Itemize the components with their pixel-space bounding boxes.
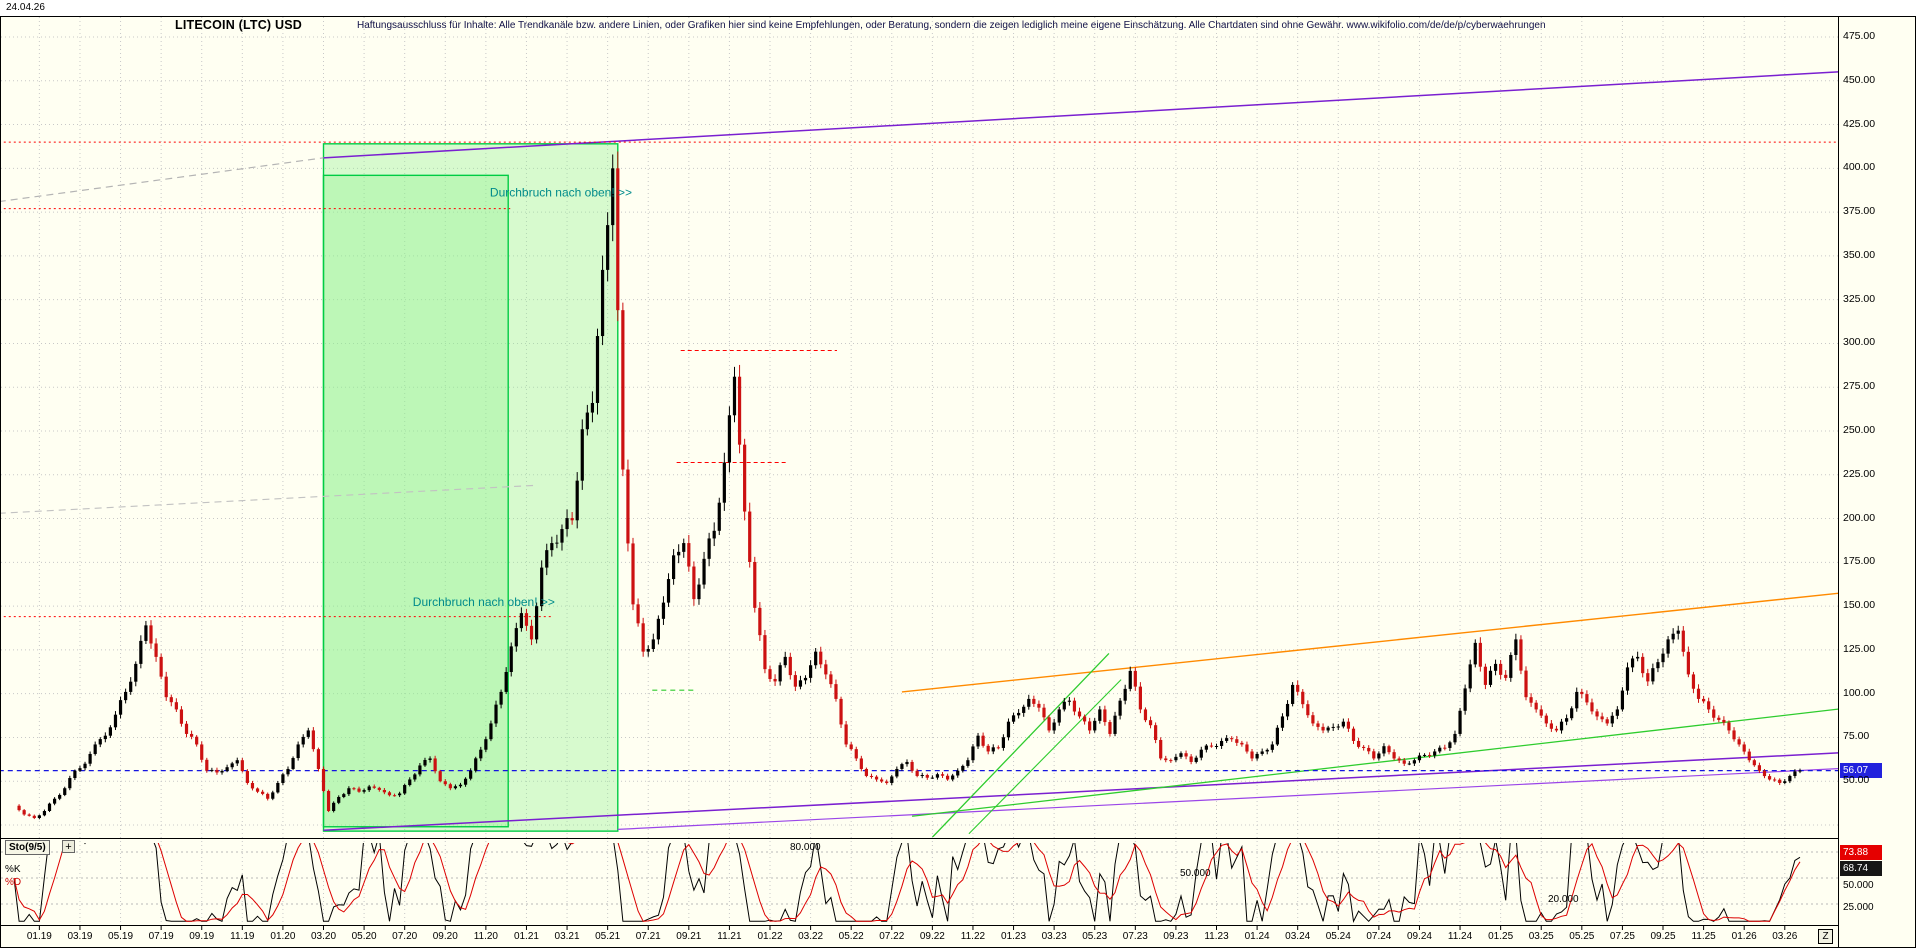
- price-axis-label: 375.00: [1843, 205, 1876, 218]
- time-axis-label: 01.20: [270, 931, 296, 942]
- current-price-badge: 56.07: [1840, 763, 1882, 778]
- stoch-d-badge: 68.74: [1840, 861, 1882, 876]
- time-axis-label: 11.20: [473, 931, 498, 942]
- price-axis-label: 300.00: [1843, 336, 1876, 349]
- time-axis-label: 03.23: [1041, 931, 1067, 942]
- price-axis-label: 450.00: [1843, 73, 1876, 86]
- price-axis-label: 50.00: [1843, 774, 1870, 787]
- price-axis-label: 175.00: [1843, 555, 1876, 568]
- time-axis-label: 07.24: [1366, 931, 1392, 942]
- annotation-text: Durchbruch nach oben! >>: [413, 595, 555, 609]
- frame: [0, 16, 1916, 948]
- stochastic-lines: [13, 843, 1801, 923]
- indicator-name: Sto(9/5): [5, 840, 50, 855]
- chart-annotations: 80.000 50.000 20.000 Durchbruch nach oben! …: [413, 185, 1579, 905]
- time-axis-label: 09.23: [1163, 931, 1189, 942]
- indicator-add-button[interactable]: +: [62, 840, 75, 853]
- time-axis-label: 01.26: [1731, 931, 1757, 942]
- time-axis-label: 07.21: [635, 931, 661, 942]
- time-axis-label: 01.24: [1244, 931, 1270, 942]
- time-axis-label: 11.21: [717, 931, 742, 942]
- annotation-text: Durchbruch nach oben! >>: [490, 185, 632, 199]
- time-axis-label: 05.21: [595, 931, 621, 942]
- time-axis-label: 11.25: [1691, 931, 1716, 942]
- price-axis-label: 200.00: [1843, 511, 1876, 524]
- time-axis-label: 01.23: [1001, 931, 1027, 942]
- time-axis-label: 05.22: [838, 931, 864, 942]
- indicator-axis-label: 25.000: [1843, 901, 1874, 913]
- disclaimer-text: Haftungsausschluss für Inhalte: Alle Tre…: [357, 20, 1546, 31]
- time-axis-label: 11.23: [1204, 931, 1229, 942]
- current-date: 24.04.26: [6, 2, 45, 13]
- price-axis-label: 75.00: [1843, 730, 1870, 743]
- time-axis-label: 11.19: [230, 931, 255, 942]
- time-axis-label: 03.24: [1285, 931, 1311, 942]
- stoch-k-badge: 73.88: [1840, 845, 1882, 860]
- time-axis-label: 09.25: [1650, 931, 1676, 942]
- time-axis-label: 03.19: [67, 931, 93, 942]
- time-axis-label: 03.20: [310, 931, 337, 942]
- time-axis-label: 11.22: [960, 931, 986, 942]
- time-axis-label: 07.19: [148, 931, 174, 942]
- time-axis-label: 07.23: [1122, 931, 1148, 942]
- indicator-level-label: 50.000: [1180, 868, 1211, 879]
- price-axis-label: 275.00: [1843, 380, 1876, 393]
- time-axis-label: 09.20: [432, 931, 458, 942]
- indicator-level-label: 20.000: [1548, 894, 1579, 905]
- trend-lines: [1, 71, 1838, 837]
- chart-background: [0, 16, 1916, 948]
- time-axis-label: 05.19: [108, 931, 134, 942]
- price-axis-label: 225.00: [1843, 467, 1876, 480]
- price-axis-label: 150.00: [1843, 599, 1876, 612]
- indicator-level-label: 80.000: [790, 842, 821, 853]
- indicator-axis-label: 50.000: [1843, 880, 1874, 891]
- time-axis-label: 09.21: [676, 931, 702, 942]
- stoch-k-label: %K: [5, 864, 21, 875]
- price-axis-label: 250.00: [1843, 424, 1876, 436]
- time-axis-label: 03.22: [798, 931, 824, 942]
- time-axis-label: 01.21: [513, 931, 539, 942]
- time-axis-label: 11.24: [1447, 931, 1473, 942]
- time-axis-label: 01.19: [26, 931, 52, 942]
- chart-title: LITECOIN (LTC) USD: [175, 18, 302, 32]
- time-axis-label: 07.25: [1609, 931, 1635, 942]
- trend-boxes: [322, 143, 619, 832]
- time-axis-label: 05.20: [351, 931, 377, 942]
- stoch-d-label: %D: [5, 877, 22, 888]
- time-axis-label: 05.24: [1325, 931, 1351, 942]
- price-axis-label: 475.00: [1843, 30, 1876, 42]
- price-axis-label: 125.00: [1843, 642, 1876, 655]
- time-axis-label: 03.26: [1772, 931, 1798, 942]
- candles: [17, 151, 1802, 820]
- price-axis-label: 350.00: [1843, 248, 1876, 261]
- time-axis-label: 01.25: [1488, 931, 1514, 942]
- time-axis-label: 05.25: [1569, 931, 1595, 942]
- time-axis-label: 09.19: [189, 931, 215, 942]
- price-axis-label: 325.00: [1843, 292, 1876, 305]
- zoom-button[interactable]: Z: [1818, 929, 1833, 944]
- time-axis-label: 09.24: [1406, 931, 1432, 942]
- time-axis-label: 03.21: [554, 931, 580, 942]
- time-axis-label: 03.25: [1528, 931, 1554, 942]
- time-axis-label: 07.22: [879, 931, 905, 942]
- time-axis-label: 09.22: [919, 931, 945, 942]
- price-axis-label: 100.00: [1843, 686, 1876, 699]
- price-axis-label: 425.00: [1843, 117, 1876, 130]
- time-axis-label: 05.23: [1082, 931, 1108, 942]
- time-axis-label: 07.20: [392, 931, 418, 942]
- time-axis-label: 01.22: [757, 931, 783, 942]
- price-axis-label: 400.00: [1843, 161, 1876, 174]
